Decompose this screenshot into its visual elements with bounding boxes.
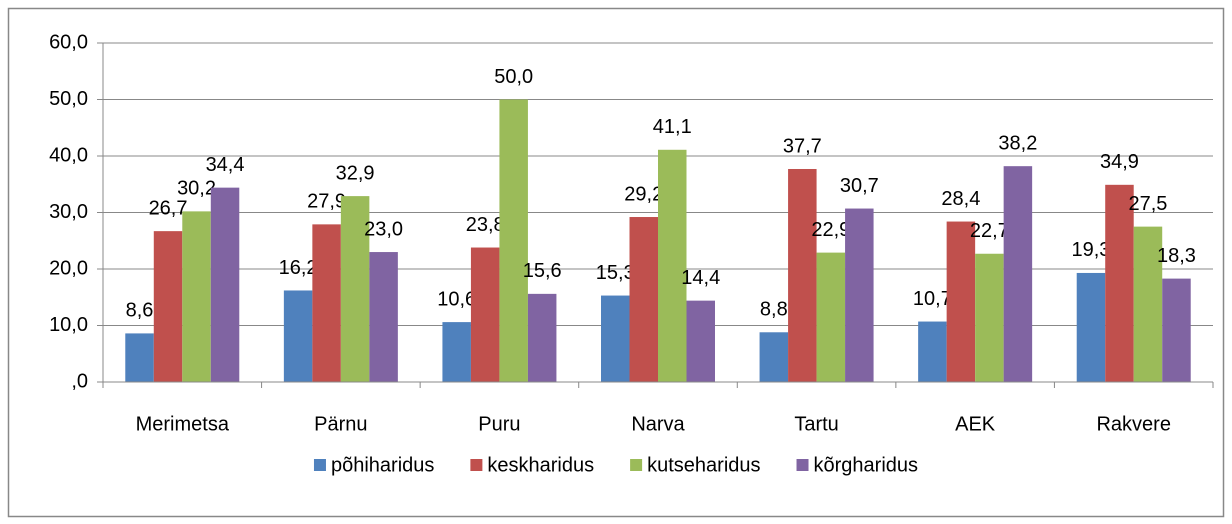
bar [918, 321, 947, 382]
bar [946, 221, 976, 382]
value-label: 16,2 [279, 257, 318, 279]
bar [1003, 166, 1033, 382]
bar [975, 253, 1004, 382]
x-tick-label: Puru [478, 413, 520, 435]
x-tick-label: Rakvere [1096, 413, 1170, 435]
legend-label: kõrgharidus [814, 454, 919, 476]
value-label: 27,5 [1128, 193, 1167, 215]
bar [1133, 226, 1163, 382]
x-tick-label: Tartu [794, 413, 838, 435]
y-tick-label: 10,0 [49, 314, 88, 336]
bar [182, 211, 211, 382]
x-tick-label: Narva [631, 413, 685, 435]
value-label: 8,8 [760, 299, 788, 321]
value-label: 50,0 [494, 66, 533, 88]
value-label: 10,7 [913, 288, 952, 310]
value-label: 22,7 [970, 220, 1009, 242]
legend-label: keskharidus [487, 454, 594, 476]
bar [816, 252, 846, 382]
bar [499, 99, 528, 382]
value-label: 22,9 [811, 219, 850, 241]
value-label: 30,7 [840, 175, 879, 197]
value-label: 10,6 [437, 288, 476, 310]
bar [470, 247, 500, 382]
legend-label: kutseharidus [647, 454, 760, 476]
value-label: 23,8 [466, 214, 505, 236]
legend-swatch [313, 459, 326, 471]
value-label: 18,3 [1157, 245, 1196, 267]
legend-swatch [796, 459, 809, 471]
y-tick-label: 20,0 [49, 257, 88, 279]
value-label: 8,6 [126, 300, 154, 322]
value-label: 23,0 [364, 218, 403, 240]
bar [1105, 184, 1134, 382]
value-label: 32,9 [336, 162, 375, 184]
bar [210, 187, 240, 382]
bar [153, 231, 183, 382]
value-label: 30,2 [177, 178, 216, 200]
value-label: 29,2 [624, 183, 663, 205]
value-label: 37,7 [783, 135, 822, 157]
y-tick-label: 30,0 [49, 201, 88, 223]
bar [1162, 278, 1191, 382]
value-label: 34,9 [1100, 151, 1139, 173]
y-tick-label: 50,0 [49, 88, 88, 110]
bar [527, 293, 557, 382]
legend-swatch [630, 459, 643, 471]
y-tick-label: 40,0 [49, 144, 88, 166]
bar [369, 252, 398, 382]
value-label: 34,4 [206, 154, 245, 176]
bar [788, 168, 817, 382]
legend-swatch [470, 459, 483, 471]
bar [442, 322, 471, 382]
value-label: 26,7 [149, 197, 188, 219]
x-tick-label: AEK [955, 413, 996, 435]
bar [686, 300, 715, 382]
value-label: 19,3 [1071, 239, 1110, 261]
value-label: 38,2 [998, 132, 1037, 154]
bar [658, 149, 687, 382]
value-label: 28,4 [941, 188, 980, 210]
value-label: 41,1 [653, 116, 692, 138]
legend-label: põhiharidus [331, 454, 434, 476]
x-tick-label: Merimetsa [136, 413, 230, 435]
value-label: 27,9 [307, 191, 346, 213]
x-tick-label: Pärnu [314, 413, 367, 435]
value-label: 15,3 [596, 262, 635, 284]
bar [283, 290, 313, 382]
bar [312, 224, 341, 382]
y-tick-label: 60,0 [49, 31, 88, 53]
bar [125, 333, 154, 382]
bar [845, 208, 874, 382]
y-tick-label: ,0 [71, 370, 88, 392]
bar [340, 196, 370, 382]
value-label: 15,6 [523, 260, 562, 282]
bar [629, 217, 658, 382]
bar [601, 295, 630, 382]
value-label: 14,4 [681, 267, 720, 289]
bar [1076, 272, 1106, 382]
bar [759, 332, 789, 382]
